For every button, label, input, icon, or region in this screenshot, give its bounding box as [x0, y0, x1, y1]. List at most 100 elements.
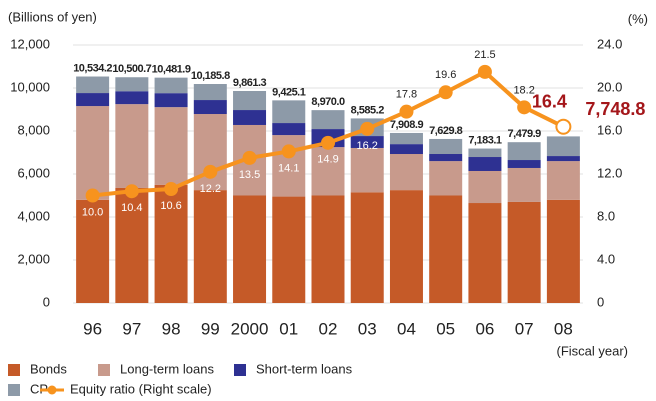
x-axis-label: (Fiscal year)	[556, 343, 628, 358]
y-tick-label: 2,000	[17, 251, 50, 266]
y-tick-label: 0	[43, 294, 50, 309]
line-point	[555, 118, 572, 135]
y-axis-label: (Billions of yen)	[8, 9, 97, 24]
bar-segment	[115, 91, 149, 105]
total-label: 9,861.3	[233, 77, 267, 89]
x-tick-label: 98	[162, 319, 181, 338]
value-label: 10.6	[160, 200, 181, 212]
line-point	[85, 188, 100, 203]
y-tick-label: 4,000	[17, 208, 50, 223]
bar-segment	[193, 100, 227, 115]
bar-segment	[233, 90, 267, 111]
x-tick-label: 03	[358, 319, 377, 338]
legend-swatch	[8, 384, 20, 396]
value-label: 17.8	[396, 89, 417, 101]
total-label: 8,585.2	[351, 104, 385, 116]
legend-label: Short-term loans	[256, 361, 353, 376]
bar-segment	[154, 107, 188, 185]
line-point	[164, 182, 179, 197]
value-label: 10.0	[82, 206, 103, 218]
bar-segment	[350, 147, 384, 193]
line-point	[360, 121, 375, 136]
bar-segment	[350, 136, 384, 148]
bar-segment	[546, 161, 580, 200]
bar-segment	[76, 93, 110, 107]
line-point	[124, 184, 139, 199]
bar-segment	[154, 184, 188, 303]
y-tick-label: 12,000	[10, 36, 50, 51]
x-tick-label: 08	[554, 319, 573, 338]
legend-swatch	[8, 364, 20, 376]
value-label: 16.4	[532, 91, 567, 111]
bar-segment	[311, 147, 345, 196]
y-tick-label: 8,000	[17, 122, 50, 137]
x-tick-label: 05	[436, 319, 455, 338]
bar-segment	[76, 106, 110, 200]
x-tick-label: 02	[319, 319, 338, 338]
bar-segment	[389, 154, 423, 191]
x-tick-label: 97	[122, 319, 141, 338]
bar-segment	[154, 77, 188, 94]
y-tick-label: 6,000	[17, 165, 50, 180]
y2-tick-label: 12.0	[597, 165, 622, 180]
bar-segment	[429, 138, 463, 155]
line-point	[399, 104, 414, 119]
legend-label: CP	[30, 381, 48, 396]
y2-tick-label: 16.0	[597, 122, 622, 137]
total-label: 7,479.9	[508, 128, 542, 140]
line-point	[438, 85, 453, 100]
bar-segment	[193, 190, 227, 303]
value-label: 14.1	[278, 162, 299, 174]
legend-marker	[47, 385, 57, 395]
bar-segment	[311, 110, 345, 130]
line-point	[242, 150, 257, 165]
bar-segment	[233, 110, 267, 125]
bar-segment	[272, 196, 306, 303]
bar-segment	[154, 93, 188, 108]
legend-label: Equity ratio (Right scale)	[70, 381, 212, 396]
bar-segment	[429, 154, 463, 162]
y2-axis-label: (%)	[628, 11, 648, 26]
value-label: 13.5	[239, 169, 260, 181]
total-label: 7,629.8	[429, 125, 463, 137]
value-label: 12.2	[200, 183, 221, 195]
bar-segment	[115, 104, 149, 188]
total-label: 10,481.9	[152, 64, 191, 76]
bar-segment	[193, 84, 227, 101]
legend-label: Bonds	[30, 361, 67, 376]
value-label: 16.2	[357, 140, 378, 152]
line-point	[477, 64, 492, 79]
total-label: 9,425.1	[272, 86, 306, 98]
bar-segment	[546, 136, 580, 157]
value-label: 19.6	[435, 69, 456, 81]
bar-segment	[429, 195, 463, 303]
bar-segment	[389, 144, 423, 155]
total-label: 7,748.8	[585, 99, 645, 119]
value-label: 18.2	[513, 84, 534, 96]
bar-segment	[311, 195, 345, 303]
bar-segment	[507, 167, 541, 202]
line-point	[517, 100, 532, 115]
total-label: 10,500.7	[112, 63, 151, 75]
bar-segment	[350, 192, 384, 303]
total-label: 10,185.8	[191, 70, 230, 82]
bar-segment	[507, 201, 541, 303]
total-label: 7,183.1	[468, 134, 502, 146]
total-label: 8,970.0	[311, 96, 345, 108]
bar-segment	[115, 77, 149, 92]
y2-tick-label: 4.0	[597, 251, 615, 266]
x-tick-label: 2000	[231, 319, 269, 338]
bar-segment	[507, 160, 541, 168]
legend-label: Long-term loans	[120, 361, 214, 376]
y2-tick-label: 20.0	[597, 79, 622, 94]
bar-segment	[468, 157, 502, 171]
total-label: 10,534.2	[73, 62, 112, 74]
legend-swatch	[98, 364, 110, 376]
bar-segment	[546, 199, 580, 303]
bar-segment	[429, 161, 463, 196]
value-label: 10.4	[121, 202, 142, 214]
total-label: 7,908.9	[390, 119, 424, 131]
bar-segment	[76, 199, 110, 303]
line-point	[321, 135, 335, 150]
